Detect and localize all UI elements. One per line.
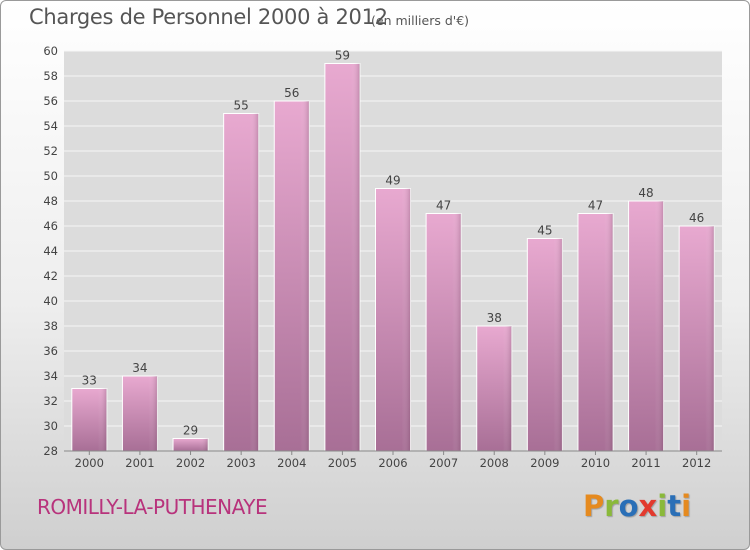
x-tick-label: 2005 [328, 456, 357, 470]
x-tick-label: 2002 [176, 456, 205, 470]
y-tick-label: 44 [43, 244, 58, 258]
chart-title: Charges de Personnel 2000 à 2012 [29, 5, 388, 29]
x-tick-label: 2001 [125, 456, 154, 470]
bar-shade [426, 213, 462, 451]
logo-letter: i [657, 489, 668, 523]
bars: 33 34 29 55 56 59 49 47 38 45 47 48 46 [71, 49, 715, 452]
bar-value-label: 34 [132, 361, 147, 375]
bar-2007: 47 [425, 199, 462, 452]
y-tick-label: 40 [43, 294, 58, 308]
x-tick-label: 2003 [227, 456, 256, 470]
logo-letter: o [618, 489, 639, 523]
bar-value-label: 46 [689, 211, 704, 225]
bar-shade [375, 188, 411, 451]
x-tick-label: 2000 [75, 456, 104, 470]
proxiti-logo[interactable]: Proxiti [583, 489, 691, 523]
y-tick-label: 42 [43, 269, 58, 283]
y-tick-label: 54 [43, 119, 58, 133]
bar-2004: 56 [273, 86, 310, 452]
bar-shade [476, 326, 512, 451]
bar-shade [324, 63, 360, 451]
bar-value-label: 47 [588, 199, 603, 213]
y-tick-label: 52 [43, 144, 58, 158]
y-tick-label: 38 [43, 319, 58, 333]
bar-shade [577, 213, 613, 451]
bar-value-label: 55 [234, 99, 249, 113]
bar-2011: 48 [628, 186, 665, 452]
y-tick-label: 34 [43, 369, 58, 383]
logo-letter: x [638, 489, 658, 523]
y-tick-label: 58 [43, 69, 58, 83]
bar-value-label: 47 [436, 199, 451, 213]
bar-value-label: 45 [537, 224, 552, 238]
bar-shade [173, 438, 209, 451]
bar-shade [527, 238, 563, 451]
bar-value-label: 29 [183, 424, 198, 438]
y-tick-label: 28 [43, 444, 58, 458]
bar-value-label: 56 [284, 86, 299, 100]
bar-value-label: 49 [385, 174, 400, 188]
bar-shade [274, 101, 310, 451]
x-tick-label: 2007 [429, 456, 458, 470]
logo-letter: r [604, 489, 619, 523]
bar-2006: 49 [375, 174, 411, 452]
x-tick-label: 2009 [530, 456, 559, 470]
logo-letter: t [667, 489, 682, 523]
y-axis: 28 30 32 34 36 38 40 42 44 46 48 50 52 54 56 58 60 [43, 44, 58, 458]
y-tick-label: 32 [43, 394, 58, 408]
commune-name: ROMILLY-LA-PUTHENAYE [37, 495, 268, 519]
bar-2005: 59 [324, 49, 361, 452]
logo-letter: P [583, 489, 605, 523]
y-tick-label: 36 [43, 344, 58, 358]
bar-shade [679, 226, 715, 451]
bar-value-label: 59 [335, 49, 350, 63]
chart-subtitle: (en milliers d'€) [371, 13, 470, 28]
bar-value-label: 38 [487, 311, 502, 325]
bar-value-label: 33 [82, 374, 97, 388]
y-tick-label: 60 [43, 44, 58, 58]
x-tick-label: 2008 [480, 456, 509, 470]
bar-2003: 55 [223, 99, 260, 452]
bar-shade [122, 376, 158, 451]
bar-2009: 45 [526, 224, 563, 452]
x-tick-label: 2004 [277, 456, 306, 470]
bar-2012: 46 [678, 211, 715, 452]
bar-shade [628, 201, 664, 451]
bar-shade [71, 388, 107, 451]
x-tick-label: 2010 [581, 456, 610, 470]
y-tick-label: 50 [43, 169, 58, 183]
y-tick-label: 56 [43, 94, 58, 108]
bar-value-label: 48 [638, 186, 653, 200]
logo-letter: i [681, 489, 692, 523]
y-tick-label: 48 [43, 194, 58, 208]
y-tick-label: 46 [43, 219, 58, 233]
y-tick-label: 30 [43, 419, 58, 433]
x-tick-label: 2011 [631, 456, 660, 470]
x-axis: 2000 2001 2002 2003 2004 2005 2006 2007 2008 2009… [75, 451, 711, 470]
bar-2002: 29 [172, 424, 209, 452]
bar-shade [223, 113, 259, 451]
x-tick-label: 2012 [682, 456, 711, 470]
bar-2008: 38 [476, 311, 513, 452]
x-tick-label: 2006 [378, 456, 407, 470]
bar-2010: 47 [577, 199, 614, 452]
